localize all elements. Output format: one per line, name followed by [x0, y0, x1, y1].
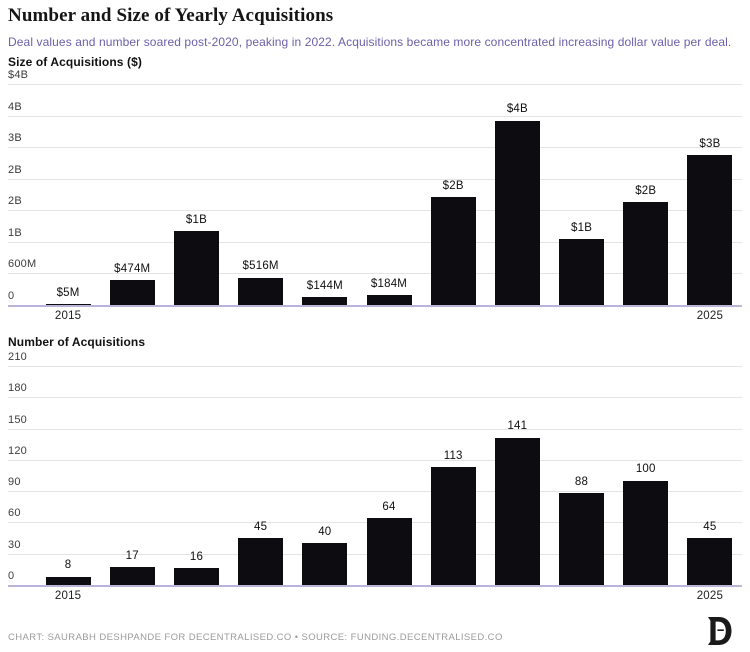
gridline	[8, 366, 742, 367]
bar-2021[interactable]	[430, 467, 476, 585]
y-tick-label: 0	[8, 290, 15, 302]
gridline	[8, 147, 742, 149]
bar-value-label: 88	[574, 475, 589, 488]
bar-2016[interactable]	[109, 280, 155, 305]
y-tick-label: 600M	[8, 258, 37, 271]
x-tick-label-2025: 2025	[696, 310, 724, 322]
x-axis-baseline	[8, 585, 742, 587]
bar-value-label: $5M	[56, 286, 80, 299]
bar-value-label: 64	[382, 500, 396, 513]
count-chart-title: Number of Acquisitions	[8, 335, 146, 349]
bar-2022[interactable]	[494, 437, 540, 585]
bar-2022[interactable]	[494, 120, 540, 305]
bar-value-label: $2B	[442, 179, 464, 192]
bar-value-label: 40	[318, 525, 332, 538]
bar-value-label: $144M	[306, 279, 343, 292]
bar-value-label: 45	[703, 520, 717, 533]
footer: CHART: SAURABH DESHPANDE FOR DECENTRALIS…	[8, 615, 742, 647]
x-tick-label-2015: 2015	[54, 590, 82, 602]
bar-2025[interactable]	[687, 155, 733, 305]
count-chart-x-axis: 2015 2025	[8, 589, 742, 605]
y-tick-label: 4B	[8, 100, 22, 113]
x-tick-label-2015: 2015	[54, 310, 82, 322]
y-tick-label: 210	[8, 351, 27, 363]
x-axis-baseline	[8, 305, 742, 307]
y-tick-label: 120	[8, 444, 27, 457]
y-tick-label: $4B	[8, 69, 29, 81]
bar-2024[interactable]	[623, 202, 669, 305]
bar-2020[interactable]	[366, 518, 412, 585]
bar-2016[interactable]	[109, 567, 155, 585]
size-chart-x-axis: 2015 2025	[8, 309, 742, 325]
gridline	[8, 491, 742, 493]
bar-value-label: 45	[254, 520, 268, 533]
gridline	[8, 459, 742, 461]
bar-2020[interactable]	[366, 295, 412, 305]
bar-value-label: 17	[125, 549, 139, 562]
bar-value-label: 113	[443, 449, 463, 462]
bar-2018[interactable]	[238, 277, 284, 305]
gridline	[8, 115, 742, 117]
bar-2018[interactable]	[238, 538, 284, 585]
bar-value-label: 8	[64, 559, 72, 572]
bar-value-label: 16	[189, 550, 204, 563]
y-tick-label: 150	[8, 413, 27, 426]
x-tick-label-2025: 2025	[696, 590, 724, 602]
bar-2021[interactable]	[430, 197, 476, 305]
gridline	[8, 241, 742, 243]
y-tick-label: 2B	[8, 163, 22, 176]
footer-credit: CHART: SAURABH DESHPANDE FOR DECENTRALIS…	[8, 632, 503, 643]
bar-value-label: 141	[507, 420, 528, 433]
bar-2017[interactable]	[173, 568, 219, 585]
bar-2015[interactable]	[45, 304, 91, 305]
bar-value-label: $1B	[571, 221, 593, 234]
size-of-acquisitions-chart: Size of Acquisitions ($) $4B 4B 3B 2B 2B 1B 60…	[8, 55, 742, 325]
bar-value-label: $3B	[699, 137, 721, 150]
bar-value-label: $4B	[506, 103, 528, 116]
bar-2019[interactable]	[302, 297, 348, 305]
bar-2019[interactable]	[302, 543, 348, 585]
bar-2024[interactable]	[623, 480, 669, 585]
y-tick-label: 3B	[8, 132, 22, 145]
bar-2025[interactable]	[687, 538, 733, 585]
y-tick-label: 0	[8, 570, 15, 582]
y-tick-label: 60	[8, 507, 21, 520]
number-of-acquisitions-chart: Number of Acquisitions 210 180 150 120 90 60 3…	[8, 335, 742, 605]
gridline	[8, 428, 742, 430]
bar-2023[interactable]	[559, 493, 605, 585]
gridline	[8, 178, 742, 180]
bar-value-label: $516M	[242, 260, 279, 273]
gridline	[8, 84, 742, 85]
y-tick-label: 30	[8, 538, 21, 551]
bar-value-label: $2B	[635, 184, 657, 197]
bar-value-label: $184M	[370, 277, 408, 290]
decentralised-logo	[706, 616, 732, 646]
bar-2017[interactable]	[173, 231, 219, 305]
count-chart-plot-area: 210 180 150 120 90 60 30 0 8 17 16 45 40 64 113 141 88 10…	[8, 352, 742, 587]
chart-subtitle: Deal values and number soared post-2020,…	[8, 35, 732, 49]
y-tick-label: 2B	[8, 195, 22, 208]
bar-value-label: $474M	[114, 262, 151, 275]
size-chart-plot-area: $4B 4B 3B 2B 2B 1B 600M 0 $5M $474M $1B $516M $144M $…	[8, 70, 742, 307]
size-chart-title: Size of Acquisitions ($)	[8, 55, 142, 69]
bar-value-label: $1B	[185, 213, 207, 226]
gridline	[8, 210, 742, 212]
gridline	[8, 273, 742, 275]
gridline	[8, 397, 742, 399]
y-tick-label: 1B	[8, 226, 22, 239]
blackletter-d-logo-icon	[708, 617, 732, 645]
y-tick-label: 90	[8, 476, 21, 489]
bar-2023[interactable]	[559, 239, 605, 305]
bar-value-label: 100	[635, 463, 656, 476]
y-tick-label: 180	[8, 382, 27, 395]
page-title: Number and Size of Yearly Acquisitions	[8, 5, 334, 26]
bar-2015[interactable]	[45, 576, 91, 585]
